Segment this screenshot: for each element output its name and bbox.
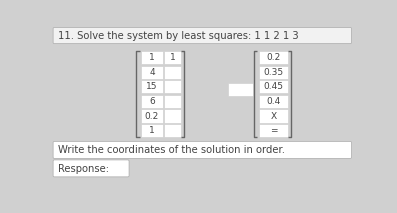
Text: 4: 4 <box>149 68 155 77</box>
FancyBboxPatch shape <box>141 51 163 64</box>
Text: Write the coordinates of the solution in order.: Write the coordinates of the solution in… <box>58 145 285 155</box>
Text: 0.4: 0.4 <box>266 97 281 106</box>
FancyBboxPatch shape <box>141 109 163 122</box>
FancyBboxPatch shape <box>141 80 163 93</box>
FancyBboxPatch shape <box>164 51 181 64</box>
FancyBboxPatch shape <box>259 124 288 137</box>
Text: 1: 1 <box>170 53 176 62</box>
FancyBboxPatch shape <box>228 83 252 96</box>
Text: 0.2: 0.2 <box>145 112 159 121</box>
Text: Response:: Response: <box>58 164 109 174</box>
FancyBboxPatch shape <box>53 160 129 177</box>
FancyBboxPatch shape <box>259 80 288 93</box>
FancyBboxPatch shape <box>164 80 181 93</box>
FancyBboxPatch shape <box>259 109 288 122</box>
FancyBboxPatch shape <box>164 95 181 108</box>
FancyBboxPatch shape <box>53 141 351 158</box>
Text: 0.45: 0.45 <box>264 82 283 91</box>
FancyBboxPatch shape <box>53 27 351 44</box>
Text: 6: 6 <box>149 97 155 106</box>
Text: 11. Solve the system by least squares: 1 1 2 1 3: 11. Solve the system by least squares: 1… <box>58 31 299 41</box>
FancyBboxPatch shape <box>259 95 288 108</box>
FancyBboxPatch shape <box>141 66 163 79</box>
FancyBboxPatch shape <box>164 109 181 122</box>
Text: X: X <box>270 112 277 121</box>
Text: 0.35: 0.35 <box>264 68 284 77</box>
Text: 1: 1 <box>149 53 155 62</box>
Text: =: = <box>270 126 278 135</box>
FancyBboxPatch shape <box>141 95 163 108</box>
FancyBboxPatch shape <box>259 66 288 79</box>
Text: 15: 15 <box>146 82 158 91</box>
Text: 1: 1 <box>149 126 155 135</box>
FancyBboxPatch shape <box>164 66 181 79</box>
FancyBboxPatch shape <box>164 124 181 137</box>
Text: 0.2: 0.2 <box>266 53 281 62</box>
FancyBboxPatch shape <box>259 51 288 64</box>
FancyBboxPatch shape <box>141 124 163 137</box>
